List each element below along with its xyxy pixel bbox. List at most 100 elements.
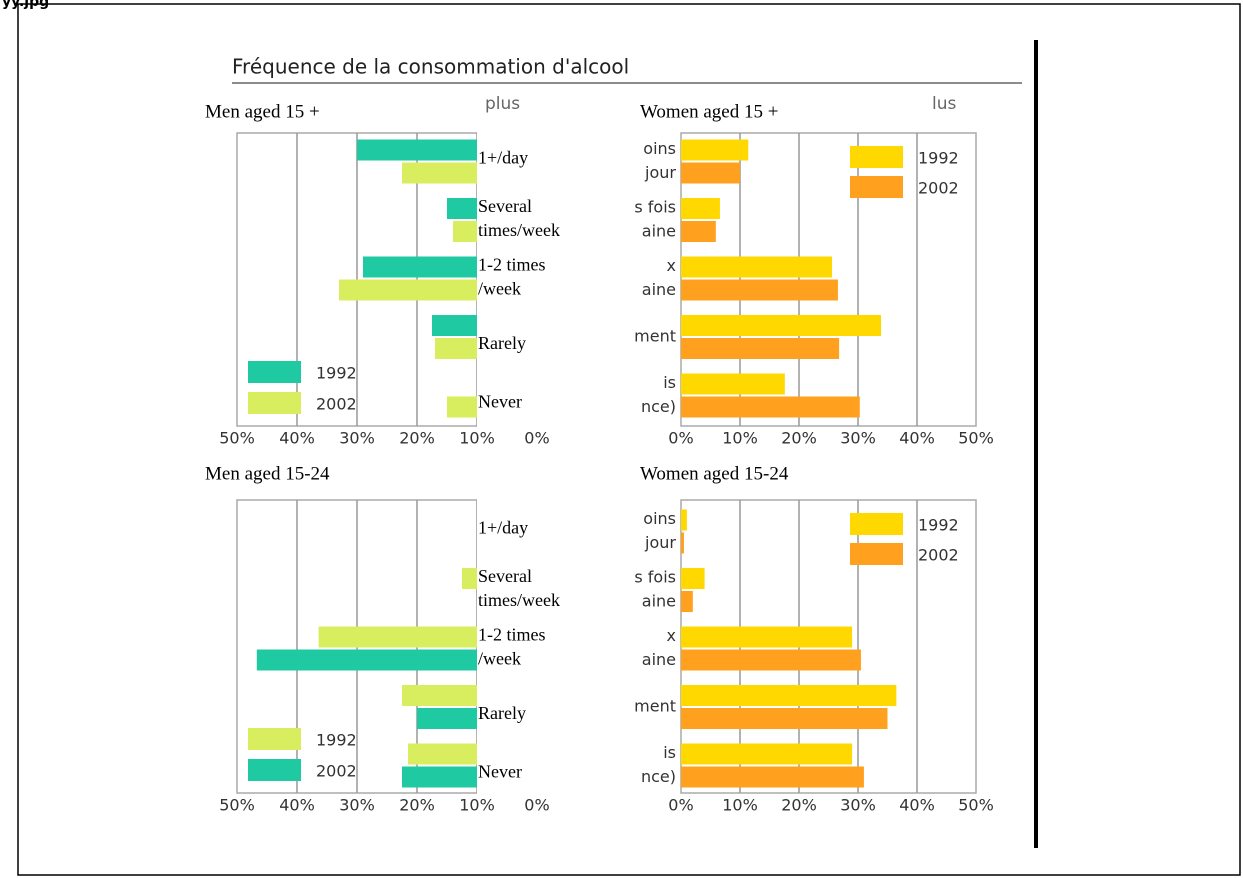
- bar: [681, 766, 864, 788]
- category-label: nce): [641, 397, 676, 416]
- legend-label: 2002: [918, 179, 959, 198]
- category-label: /week: [478, 279, 521, 299]
- legend-swatch: [248, 728, 301, 750]
- bar: [681, 279, 838, 301]
- bar: [681, 256, 833, 278]
- legend-swatch: [850, 146, 903, 168]
- category-label: 1-2 times: [478, 625, 546, 645]
- x-tick-label: 40%: [279, 429, 315, 448]
- x-tick-label: 40%: [279, 796, 315, 815]
- legend-swatch: [850, 543, 903, 565]
- x-tick-label: 10%: [722, 429, 758, 448]
- x-tick-label: 20%: [399, 429, 435, 448]
- bar: [681, 532, 684, 554]
- category-label: aine: [642, 222, 676, 241]
- frame: [17, 3, 1241, 876]
- bar: [681, 708, 888, 729]
- category-label: is: [663, 373, 676, 392]
- legend-swatch: [248, 759, 301, 781]
- legend-label: 2002: [316, 762, 357, 781]
- category-label: oins: [643, 139, 676, 158]
- category-label: nce): [641, 767, 676, 786]
- bar: [681, 338, 840, 359]
- x-tick-label: 10%: [722, 796, 758, 815]
- category-label: s fois: [634, 568, 676, 587]
- category-label: ment: [634, 697, 676, 716]
- bar: [681, 221, 716, 242]
- bar: [681, 315, 882, 336]
- category-label: 1-2 times: [478, 255, 546, 275]
- x-tick-label: 50%: [958, 429, 994, 448]
- bar: [681, 626, 853, 648]
- bar: [681, 649, 861, 671]
- label-cover: [477, 499, 582, 794]
- category-label: 1+/day: [478, 148, 528, 168]
- bar: [681, 139, 749, 161]
- legend-label: 2002: [316, 395, 357, 414]
- x-tick-label: 40%: [899, 429, 935, 448]
- x-tick-label: 50%: [219, 796, 255, 815]
- x-tick-label: 0%: [668, 796, 693, 815]
- legend-swatch: [850, 513, 903, 535]
- category-label: x: [667, 626, 676, 645]
- chart-title: Men aged 15-24: [205, 463, 330, 484]
- category-label: ment: [634, 327, 676, 346]
- x-tick-label: 30%: [840, 429, 876, 448]
- x-tick-label: 20%: [399, 796, 435, 815]
- x-tick-label: 40%: [899, 796, 935, 815]
- bar: [681, 743, 853, 765]
- x-tick-label: 0%: [668, 429, 693, 448]
- x-tick-label: 30%: [840, 796, 876, 815]
- x-tick-label: 30%: [339, 429, 375, 448]
- category-label: Several: [478, 566, 532, 586]
- fragment: plus: [485, 94, 520, 114]
- chart-title: Men aged 15 +: [205, 101, 320, 122]
- x-tick-label: 0%: [524, 429, 549, 448]
- category-label: aine: [642, 592, 676, 611]
- file-name: yy.jpg: [2, 0, 49, 10]
- bar: [256, 649, 537, 671]
- bar: [681, 591, 693, 612]
- category-label: oins: [643, 509, 676, 528]
- heading: Fréquence de la consommation d'alcool: [232, 55, 629, 79]
- category-label: /week: [478, 649, 521, 669]
- bar: [681, 373, 785, 395]
- category-label: is: [663, 743, 676, 762]
- category-label: 1+/day: [478, 518, 528, 538]
- x-tick-label: 20%: [781, 796, 817, 815]
- bar: [681, 162, 740, 184]
- legend-swatch: [850, 176, 903, 198]
- x-tick-label: 10%: [459, 796, 495, 815]
- category-label: Never: [478, 762, 522, 782]
- category-label: aine: [642, 650, 676, 669]
- x-tick-label: 10%: [459, 429, 495, 448]
- category-label: Rarely: [478, 333, 526, 353]
- x-tick-label: 50%: [219, 429, 255, 448]
- bar: [681, 198, 720, 219]
- category-label: aine: [642, 280, 676, 299]
- legend-label: 2002: [918, 546, 959, 565]
- x-tick-label: 50%: [958, 796, 994, 815]
- x-tick-label: 20%: [781, 429, 817, 448]
- x-tick-label: 0%: [524, 796, 549, 815]
- bar: [681, 568, 705, 589]
- chart-title: Women aged 15-24: [640, 463, 789, 484]
- category-label: jour: [644, 533, 676, 552]
- legend-label: 1992: [918, 516, 959, 535]
- category-label: Rarely: [478, 703, 526, 723]
- fragment: lus: [932, 94, 956, 114]
- legend-swatch: [248, 361, 301, 383]
- category-label: times/week: [478, 220, 560, 240]
- category-label: jour: [644, 163, 676, 182]
- label-cover: [477, 132, 582, 427]
- category-label: x: [667, 256, 676, 275]
- legend-swatch: [248, 392, 301, 414]
- bar: [681, 396, 860, 418]
- bar: [681, 509, 687, 531]
- category-label: s fois: [634, 198, 676, 217]
- category-label: Never: [478, 392, 522, 412]
- legend-label: 1992: [316, 364, 357, 383]
- legend-label: 1992: [918, 149, 959, 168]
- x-tick-label: 30%: [339, 796, 375, 815]
